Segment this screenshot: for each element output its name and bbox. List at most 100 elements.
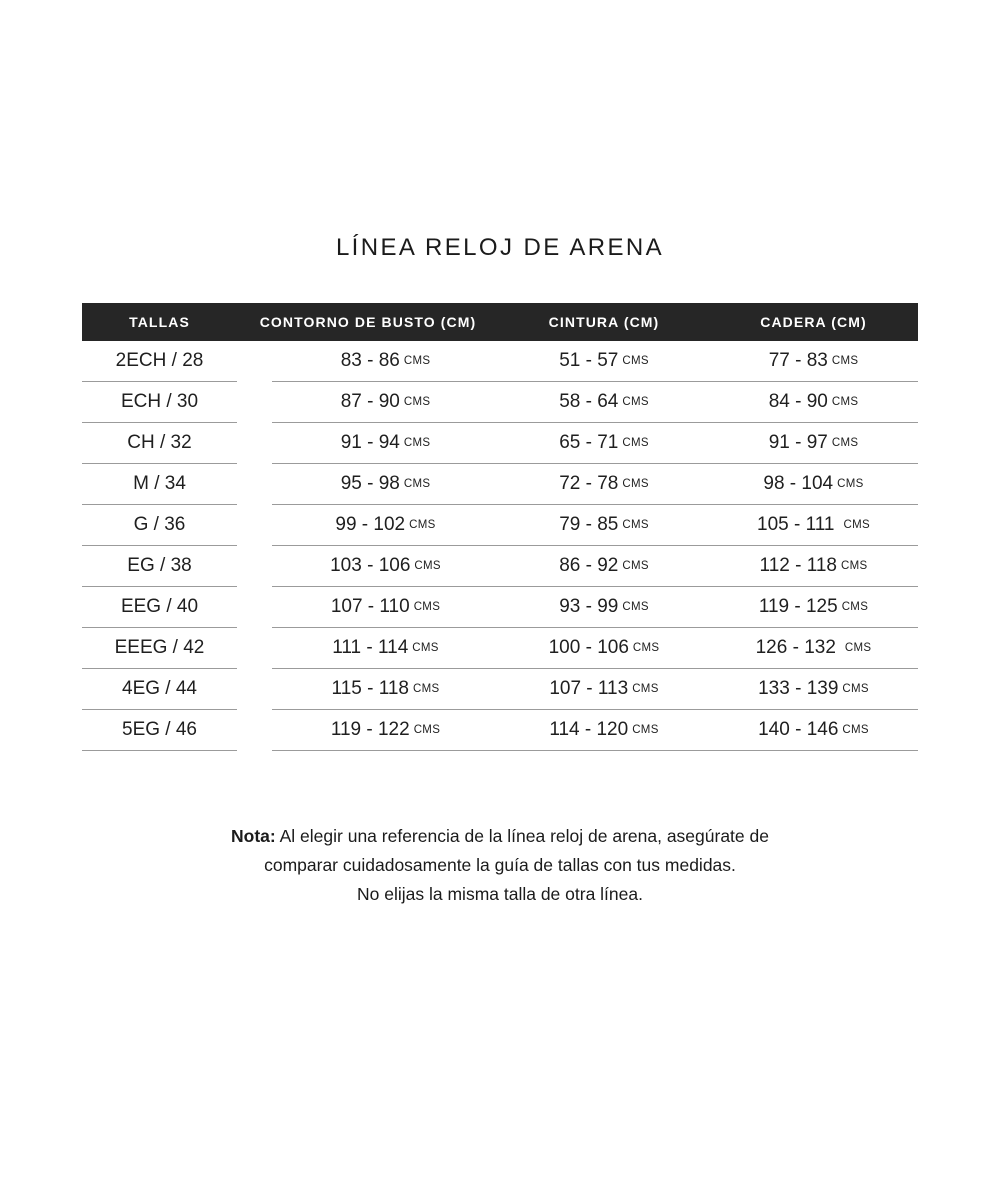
cell-bust-value: 103 - 106: [330, 555, 411, 576]
column-header-cadera: CADERA (CM): [760, 314, 867, 330]
unit-label: CMS: [831, 396, 859, 408]
cell-waist-value: 65 - 71: [559, 432, 619, 453]
cell-hip-value: 91 - 97: [768, 432, 828, 453]
cell-hip: 140 - 146 CMS: [709, 710, 918, 751]
cell-waist: 100 - 106 CMS: [499, 628, 709, 669]
cell-size: 2ECH / 28: [82, 341, 237, 382]
note-text: Nota: Al elegir una referencia de la lín…: [120, 822, 880, 909]
cell-bust: 111 - 114 CMS: [272, 628, 499, 669]
cell-waist: 114 - 120 CMS: [499, 710, 709, 751]
column-header-tallas: TALLAS: [129, 314, 190, 330]
cell-waist: 72 - 78 CMS: [499, 464, 709, 505]
cell-size-value: 4EG / 44: [122, 678, 197, 699]
cell-size: CH / 32: [82, 423, 237, 464]
cell-bust-value: 87 - 90: [340, 391, 400, 412]
table-row: M / 34 95 - 98 CMS 72 - 78 CMS 98 - 104 CMS: [82, 464, 918, 505]
column-gap: [237, 505, 272, 546]
cell-waist-value: 107 - 113: [549, 678, 629, 699]
unit-label: CMS: [622, 355, 649, 367]
note-line-3: No elijas la misma talla de otra línea.: [357, 884, 643, 904]
cell-hip-value: 105 - 111: [757, 514, 835, 535]
table-row: EEG / 40 107 - 110 CMS 93 - 99 CMS 119 - 125 C…: [82, 587, 918, 628]
unit-label: CMS: [622, 396, 649, 408]
cell-waist-value: 79 - 85: [559, 514, 619, 535]
table-body: 2ECH / 28 83 - 86 CMS 51 - 57 CMS 77 - 83 CMS E…: [82, 341, 918, 751]
cell-size: EG / 38: [82, 546, 237, 587]
cell-waist-value: 72 - 78: [559, 473, 619, 494]
cell-hip-value: 84 - 90: [768, 391, 828, 412]
cell-hip: 84 - 90 CMS: [709, 382, 918, 423]
column-header-cintura: CINTURA (CM): [548, 314, 660, 330]
table-row: 4EG / 44 115 - 118 CMS 107 - 113 CMS 133 - 13…: [82, 669, 918, 710]
note-line-2: comparar cuidadosamente la guía de talla…: [264, 855, 736, 875]
unit-label: CMS: [413, 601, 441, 613]
cell-bust: 99 - 102 CMS: [272, 505, 499, 546]
cell-size: EEG / 40: [82, 587, 237, 628]
unit-label: CMS: [842, 683, 869, 695]
table-row: 5EG / 46 119 - 122 CMS 114 - 120 CMS 140 - 14…: [82, 710, 918, 751]
cell-size-value: EEG / 40: [120, 596, 199, 617]
cell-waist-value: 114 - 120: [549, 719, 629, 740]
table-row: ECH / 30 87 - 90 CMS 58 - 64 CMS 84 - 90 CMS: [82, 382, 918, 423]
unit-label: CMS: [622, 519, 649, 531]
note-line-1: Nota: Al elegir una referencia de la lín…: [120, 822, 880, 851]
cell-waist: 79 - 85 CMS: [499, 505, 709, 546]
column-gap: [237, 587, 272, 628]
cell-size-value: CH / 32: [127, 432, 192, 453]
cell-hip: 126 - 132 CMS: [709, 628, 918, 669]
table-row: 2ECH / 28 83 - 86 CMS 51 - 57 CMS 77 - 83 CMS: [82, 341, 918, 382]
cell-bust: 87 - 90 CMS: [272, 382, 499, 423]
cell-bust: 95 - 98 CMS: [272, 464, 499, 505]
cell-hip: 105 - 111 CMS: [709, 505, 918, 546]
column-gap: [237, 628, 272, 669]
cell-waist-value: 93 - 99: [559, 596, 619, 617]
cell-bust-value: 111 - 114: [332, 637, 409, 658]
note-label: Nota:: [231, 826, 276, 846]
unit-label: CMS: [409, 519, 436, 531]
cell-size-value: 5EG / 46: [122, 719, 197, 740]
cell-hip: 133 - 139 CMS: [709, 669, 918, 710]
column-gap: [237, 341, 272, 382]
unit-label: CMS: [622, 437, 649, 449]
cell-bust-value: 83 - 86: [340, 350, 400, 371]
unit-label: CMS: [412, 642, 439, 654]
cell-bust: 119 - 122 CMS: [272, 710, 499, 751]
unit-label: CMS: [843, 519, 870, 531]
cell-bust: 91 - 94 CMS: [272, 423, 499, 464]
unit-label: CMS: [403, 355, 431, 367]
cell-waist-value: 58 - 64: [559, 391, 619, 412]
column-gap: [237, 464, 272, 505]
cell-waist-value: 86 - 92: [559, 555, 619, 576]
cell-hip: 119 - 125 CMS: [709, 587, 918, 628]
cell-bust-value: 95 - 98: [340, 473, 400, 494]
unit-label: CMS: [632, 642, 660, 654]
cell-size-value: EEEG / 42: [114, 637, 205, 658]
cell-hip-value: 126 - 132: [755, 637, 836, 658]
cell-bust: 107 - 110 CMS: [272, 587, 499, 628]
table-header-row: TALLAS CONTORNO DE BUSTO (CM) CINTURA (C…: [82, 303, 918, 341]
cell-bust: 83 - 86 CMS: [272, 341, 499, 382]
cell-hip: 112 - 118 CMS: [709, 546, 918, 587]
unit-label: CMS: [841, 601, 869, 613]
cell-size: 5EG / 46: [82, 710, 237, 751]
cell-hip: 91 - 97 CMS: [709, 423, 918, 464]
cell-size: ECH / 30: [82, 382, 237, 423]
cell-waist: 51 - 57 CMS: [499, 341, 709, 382]
cell-waist: 93 - 99 CMS: [499, 587, 709, 628]
cell-waist-value: 51 - 57: [559, 350, 619, 371]
unit-label: CMS: [632, 683, 659, 695]
cell-bust-value: 91 - 94: [340, 432, 400, 453]
column-gap: [237, 669, 272, 710]
unit-label: CMS: [413, 683, 440, 695]
cell-hip-value: 140 - 146: [758, 719, 839, 740]
unit-label: CMS: [414, 560, 441, 572]
cell-hip-value: 98 - 104: [763, 473, 834, 494]
unit-label: CMS: [841, 560, 868, 572]
unit-label: CMS: [831, 437, 859, 449]
table-row: EEEG / 42 111 - 114 CMS 100 - 106 CMS 126 - 1…: [82, 628, 918, 669]
unit-label: CMS: [837, 478, 864, 490]
cell-bust-value: 99 - 102: [335, 514, 406, 535]
unit-label: CMS: [632, 724, 659, 736]
column-gap: [237, 423, 272, 464]
